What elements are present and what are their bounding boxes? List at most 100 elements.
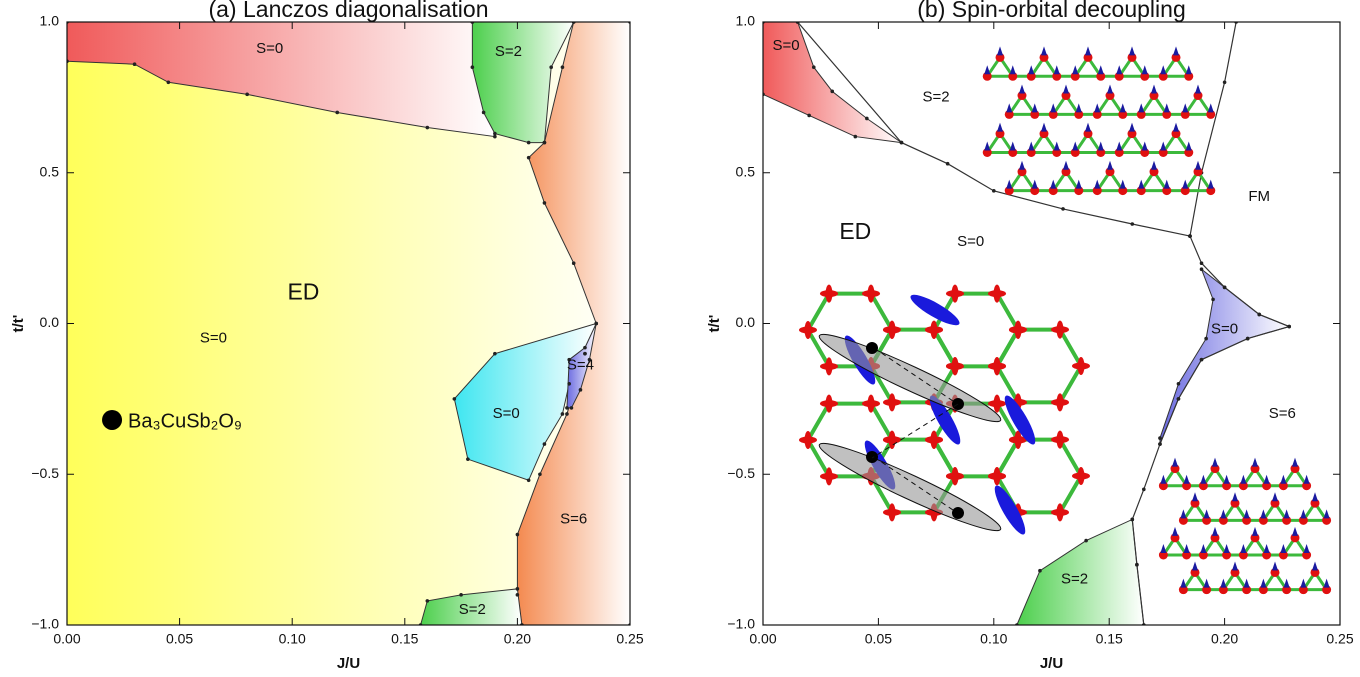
spin (1107, 84, 1113, 94)
spin (1031, 103, 1038, 113)
lattice-bond (1182, 92, 1214, 116)
boundary-point (571, 261, 576, 266)
spin (1272, 561, 1278, 571)
orbital (930, 321, 938, 339)
y-tick-label: 0.5 (40, 163, 60, 179)
region-label: S=0 (1211, 320, 1238, 337)
boundary-point (459, 593, 463, 597)
phase-region (420, 588, 523, 625)
region-label: S=0 (256, 40, 283, 57)
lattice-bond (1094, 92, 1126, 116)
spin (1280, 474, 1287, 484)
orbital (888, 503, 896, 522)
orbital (1056, 430, 1064, 449)
orbital (1056, 393, 1064, 412)
orbital (910, 294, 960, 326)
region-label: S=0 (957, 233, 984, 250)
spin (1243, 509, 1250, 519)
spin (1129, 46, 1135, 56)
orbital (1056, 503, 1064, 522)
lattice-bond (1200, 465, 1230, 488)
lattice-illustration (982, 46, 1216, 196)
boundary-point (560, 65, 565, 70)
lattice-bond (1260, 500, 1290, 522)
orbital (1014, 430, 1022, 449)
lattice-bond (1260, 569, 1290, 592)
lattice-bond (1116, 54, 1148, 78)
spin (1220, 509, 1227, 519)
boundary-point (166, 80, 171, 85)
boundary-point (1158, 436, 1162, 440)
spin (1119, 179, 1126, 189)
boundary-point (1176, 397, 1181, 401)
spin (1151, 84, 1157, 94)
spin (1182, 179, 1189, 189)
boundary-point (425, 125, 430, 130)
spin (1283, 509, 1290, 519)
orbital (825, 357, 833, 376)
orbital (929, 395, 961, 445)
spin (1063, 84, 1069, 94)
lattice-bond (1028, 130, 1060, 154)
lattice-bond (1180, 500, 1210, 522)
boundary-point (245, 92, 249, 97)
spin (1063, 160, 1069, 170)
boundary-point (493, 351, 497, 356)
boundary-point (515, 587, 520, 591)
boundary-point (493, 131, 497, 136)
lattice-bond (1160, 535, 1190, 557)
spin (1232, 492, 1238, 502)
spin (1173, 122, 1179, 132)
boundary-point (594, 321, 599, 326)
spin (1141, 141, 1148, 151)
spin (1094, 179, 1101, 189)
region-label: S=0 (493, 405, 520, 422)
orbital (993, 357, 1001, 375)
y-tick-label: −0.5 (727, 465, 755, 481)
boundary-point (565, 412, 569, 416)
orbital (867, 284, 875, 303)
x-tick-label: 0.00 (53, 631, 80, 647)
lattice-bond (1300, 500, 1330, 522)
spin (1243, 578, 1250, 588)
lattice-bond (1220, 569, 1250, 592)
spin (1053, 141, 1060, 151)
boundary-point (1199, 261, 1204, 266)
region-label: S=0 (773, 37, 800, 54)
spin (1075, 103, 1082, 113)
site (866, 451, 878, 463)
orbital (951, 467, 959, 486)
lattice-bond (1280, 465, 1310, 488)
spin (1232, 561, 1238, 571)
spin (1300, 578, 1307, 588)
boundary-point (470, 65, 475, 70)
spin (1097, 141, 1104, 151)
region-label: S=2 (1061, 571, 1088, 588)
boundary-point (583, 351, 587, 356)
spin (1192, 561, 1198, 571)
orbital (930, 431, 938, 449)
lattice-bond (1160, 465, 1190, 488)
orbital (1077, 357, 1085, 375)
boundary-point (425, 599, 430, 603)
orbital (888, 430, 896, 449)
y-tick-label: 0.0 (736, 314, 756, 330)
boundary-point (542, 442, 547, 446)
annotation: ED (287, 278, 319, 304)
orbital (825, 284, 833, 303)
boundary-point (1204, 336, 1208, 341)
boundary-point (538, 472, 542, 477)
boundary-point (1287, 324, 1292, 329)
spin (1019, 160, 1025, 170)
spin (1009, 141, 1016, 151)
spin (1207, 103, 1214, 113)
boundary-point (526, 478, 531, 483)
x-tick-label: 0.25 (616, 631, 643, 647)
boundary-point (1257, 312, 1262, 317)
lattice-bond (1240, 535, 1270, 557)
spin (1280, 543, 1287, 553)
boundary-point (853, 134, 858, 139)
boundary-point (569, 406, 574, 410)
region-label: S=2 (495, 43, 522, 60)
region-label: S=2 (459, 601, 486, 618)
